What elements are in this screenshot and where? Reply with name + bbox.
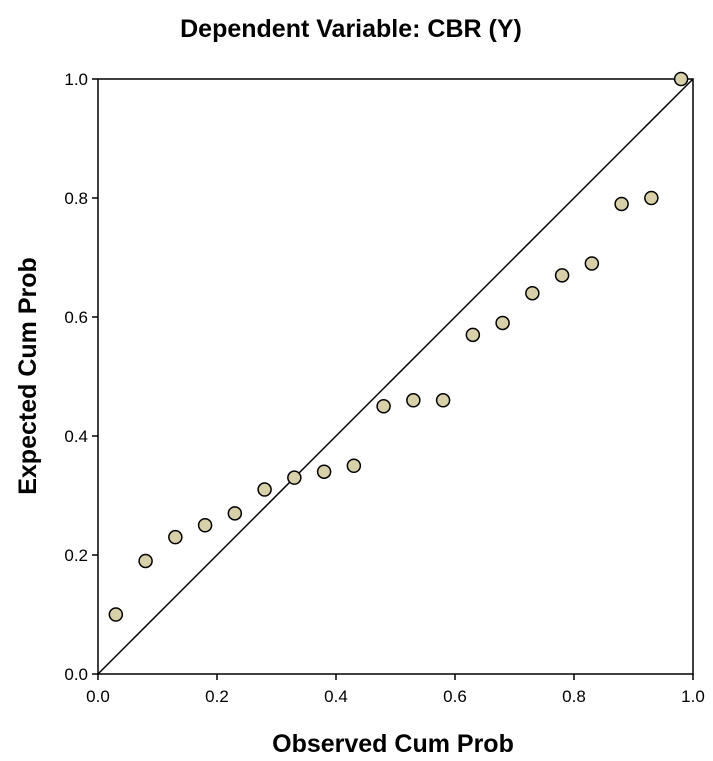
reference-diagonal-line xyxy=(97,78,694,675)
plot-frame xyxy=(97,78,694,675)
data-points xyxy=(108,71,689,622)
data-point xyxy=(614,196,629,212)
data-point xyxy=(584,256,600,271)
data-point xyxy=(138,553,153,569)
data-point xyxy=(673,71,689,87)
plot-area: 0.0 0.2 0.4 0.6 0.8 1.0 0.0 0.2 0.4 0.6 0.8 1.0 xyxy=(64,70,704,706)
data-point xyxy=(257,482,272,497)
data-point xyxy=(406,393,421,408)
x-tick-label: 0.2 xyxy=(205,687,229,706)
x-tick-label: 0.0 xyxy=(86,687,110,706)
y-tick-label: 0.0 xyxy=(64,665,88,684)
data-point xyxy=(435,393,451,408)
data-point xyxy=(316,464,332,479)
data-point xyxy=(197,518,213,533)
x-tick-label: 0.6 xyxy=(443,687,467,706)
y-tick-label: 0.2 xyxy=(64,546,88,565)
data-point xyxy=(168,529,183,545)
data-point xyxy=(346,458,362,473)
y-tick-label: 0.8 xyxy=(64,189,88,208)
x-tick-label: 0.4 xyxy=(324,687,348,706)
data-point xyxy=(644,190,659,206)
x-tick-label: 0.8 xyxy=(562,687,586,706)
x-tick-label: 1.0 xyxy=(681,687,705,706)
x-axis-label: Observed Cum Prob xyxy=(272,730,514,758)
data-point xyxy=(227,506,243,521)
y-tick-label: 0.4 xyxy=(64,427,88,446)
y-axis-ticks: 0.0 0.2 0.4 0.6 0.8 1.0 xyxy=(64,70,98,684)
y-tick-label: 0.6 xyxy=(64,308,88,327)
y-tick-label: 1.0 xyxy=(64,70,88,89)
data-point xyxy=(465,327,481,343)
data-point xyxy=(108,607,124,622)
data-point xyxy=(287,470,302,485)
x-axis-ticks: 0.0 0.2 0.4 0.6 0.8 1.0 xyxy=(86,674,705,706)
data-point xyxy=(376,399,391,414)
data-point xyxy=(525,285,540,301)
data-point xyxy=(554,268,570,283)
chart-title: Dependent Variable: CBR (Y) xyxy=(180,15,522,43)
y-axis-label: Expected Cum Prob xyxy=(14,257,42,495)
data-point xyxy=(495,315,510,331)
